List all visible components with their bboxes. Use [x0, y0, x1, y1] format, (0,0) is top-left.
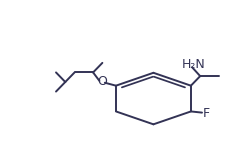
Text: H₂N: H₂N	[182, 58, 205, 71]
Text: F: F	[203, 107, 210, 120]
Text: O: O	[98, 75, 107, 88]
